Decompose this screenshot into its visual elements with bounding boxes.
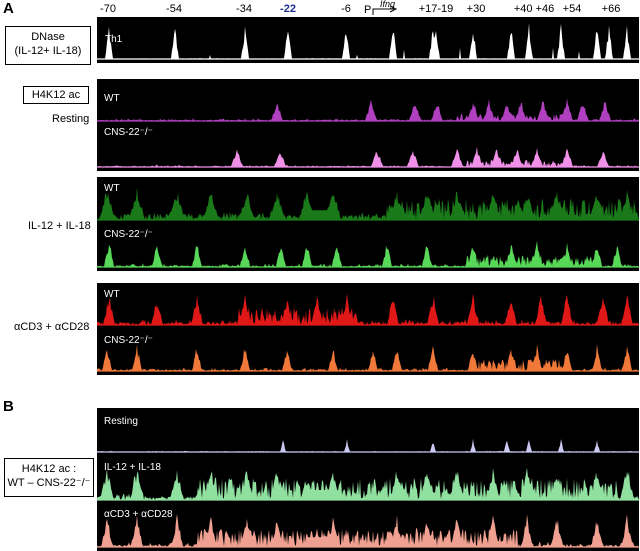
diff-resting-plot — [97, 438, 639, 453]
dnase-track-plot — [97, 23, 639, 60]
signal-profile — [97, 187, 639, 220]
dnase-label-box: DNase (IL-12+ IL-18) — [5, 26, 91, 65]
ko-label: CNS-22⁻/⁻ — [104, 335, 153, 346]
signal-profile — [97, 514, 639, 547]
position-label: -54 — [166, 3, 182, 15]
ko-label: CNS-22⁻/⁻ — [104, 229, 153, 240]
wt-label: WT — [104, 289, 120, 300]
condition-label-resting: Resting — [52, 113, 90, 125]
signal-profile — [97, 240, 639, 267]
h4k12-label-box: H4K12 ac — [23, 86, 89, 104]
diff-track-label-il12: IL-12 + IL-18 — [104, 462, 161, 473]
position-label: +66 — [601, 3, 621, 15]
signal-profile — [97, 98, 639, 121]
condition-label-cd3: αCD3 + αCD28 — [14, 321, 90, 333]
wt-label: WT — [104, 93, 120, 104]
dnase-track-label: Th1 — [105, 34, 123, 45]
position-label: +54 — [562, 3, 582, 15]
panel-a-letter: A — [3, 0, 14, 17]
diff-track-group: Resting IL-12 + IL-18 αCD3 + αCD28 — [97, 408, 639, 551]
ko-label: CNS-22⁻/⁻ — [104, 127, 153, 138]
il12-track-group: WT CNS-22⁻/⁻ — [97, 177, 639, 271]
wt-label: WT — [104, 183, 120, 194]
cd3-wt-plot — [97, 293, 639, 326]
dnase-track: Th1 — [97, 17, 639, 63]
diff-label-box: H4K12 ac : WT – CNS-22⁻/⁻ — [4, 458, 94, 497]
cd3-track-group: WT CNS-22⁻/⁻ — [97, 283, 639, 375]
position-label-highlight: -22 — [280, 3, 296, 15]
diff-cd3-plot — [97, 514, 639, 548]
resting-wt-plot — [97, 98, 639, 122]
signal-profile — [97, 23, 639, 60]
diff-track-label-cd3: αCD3 + αCD28 — [104, 509, 173, 520]
signal-profile — [97, 293, 639, 325]
diff-il12-plot — [97, 467, 639, 501]
position-label: -34 — [236, 3, 252, 15]
signal-profile — [97, 146, 639, 167]
signal-profile — [97, 467, 639, 500]
position-label: -6 — [341, 3, 351, 15]
diff-track-label-resting: Resting — [104, 416, 138, 427]
promoter-label: P — [364, 4, 372, 16]
condition-label-il12: IL-12 + IL-18 — [28, 220, 91, 232]
il12-wt-plot — [97, 187, 639, 221]
gene-arrow-icon — [372, 6, 398, 15]
position-label: +30 — [466, 3, 486, 15]
position-label: +17-19 — [418, 3, 454, 15]
resting-track-group: WT CNS-22⁻/⁻ — [97, 79, 639, 171]
cd3-ko-plot — [97, 344, 639, 372]
gene-label: Ifng — [380, 0, 396, 9]
signal-profile — [97, 344, 639, 371]
position-label: -70 — [100, 3, 116, 15]
position-label: +40 +46 — [513, 3, 555, 15]
resting-ko-plot — [97, 146, 639, 168]
signal-profile — [97, 438, 639, 452]
il12-ko-plot — [97, 240, 639, 268]
panel-b-letter: B — [3, 398, 14, 415]
